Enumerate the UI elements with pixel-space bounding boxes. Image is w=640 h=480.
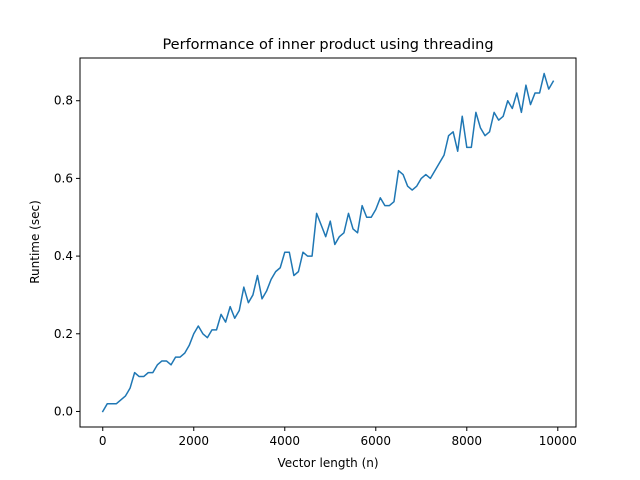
plot-background (80, 58, 576, 427)
y-tick-label: 0.2 (54, 327, 73, 341)
x-tick-label: 10000 (539, 434, 577, 448)
series-layer (101, 72, 555, 413)
y-tick-label: 0.4 (54, 249, 73, 263)
series-line (101, 72, 555, 413)
y-tick-label: 0.8 (54, 94, 73, 108)
x-tick-label: 2000 (178, 434, 209, 448)
y-tick-label: 0.0 (54, 404, 73, 418)
x-tick-label: 0 (99, 434, 107, 448)
chart-title: Performance of inner product using threa… (162, 37, 493, 53)
plot-frame (79, 57, 577, 428)
plot-area: 0 2000 4000 6000 8000 10000 0.0 0.2 0.4 0.6 0.8 (54, 57, 577, 448)
x-tick-label: 4000 (269, 434, 300, 448)
y-axis-ticks: 0.0 0.2 0.4 0.6 0.8 (54, 94, 80, 418)
y-tick-label: 0.6 (54, 171, 73, 185)
x-tick-label: 8000 (452, 434, 483, 448)
x-axis-ticks: 0 2000 4000 6000 8000 10000 (99, 427, 577, 448)
x-axis-label: Vector length (n) (277, 456, 378, 470)
x-tick-label: 6000 (361, 434, 392, 448)
y-axis-label: Runtime (sec) (28, 200, 42, 284)
